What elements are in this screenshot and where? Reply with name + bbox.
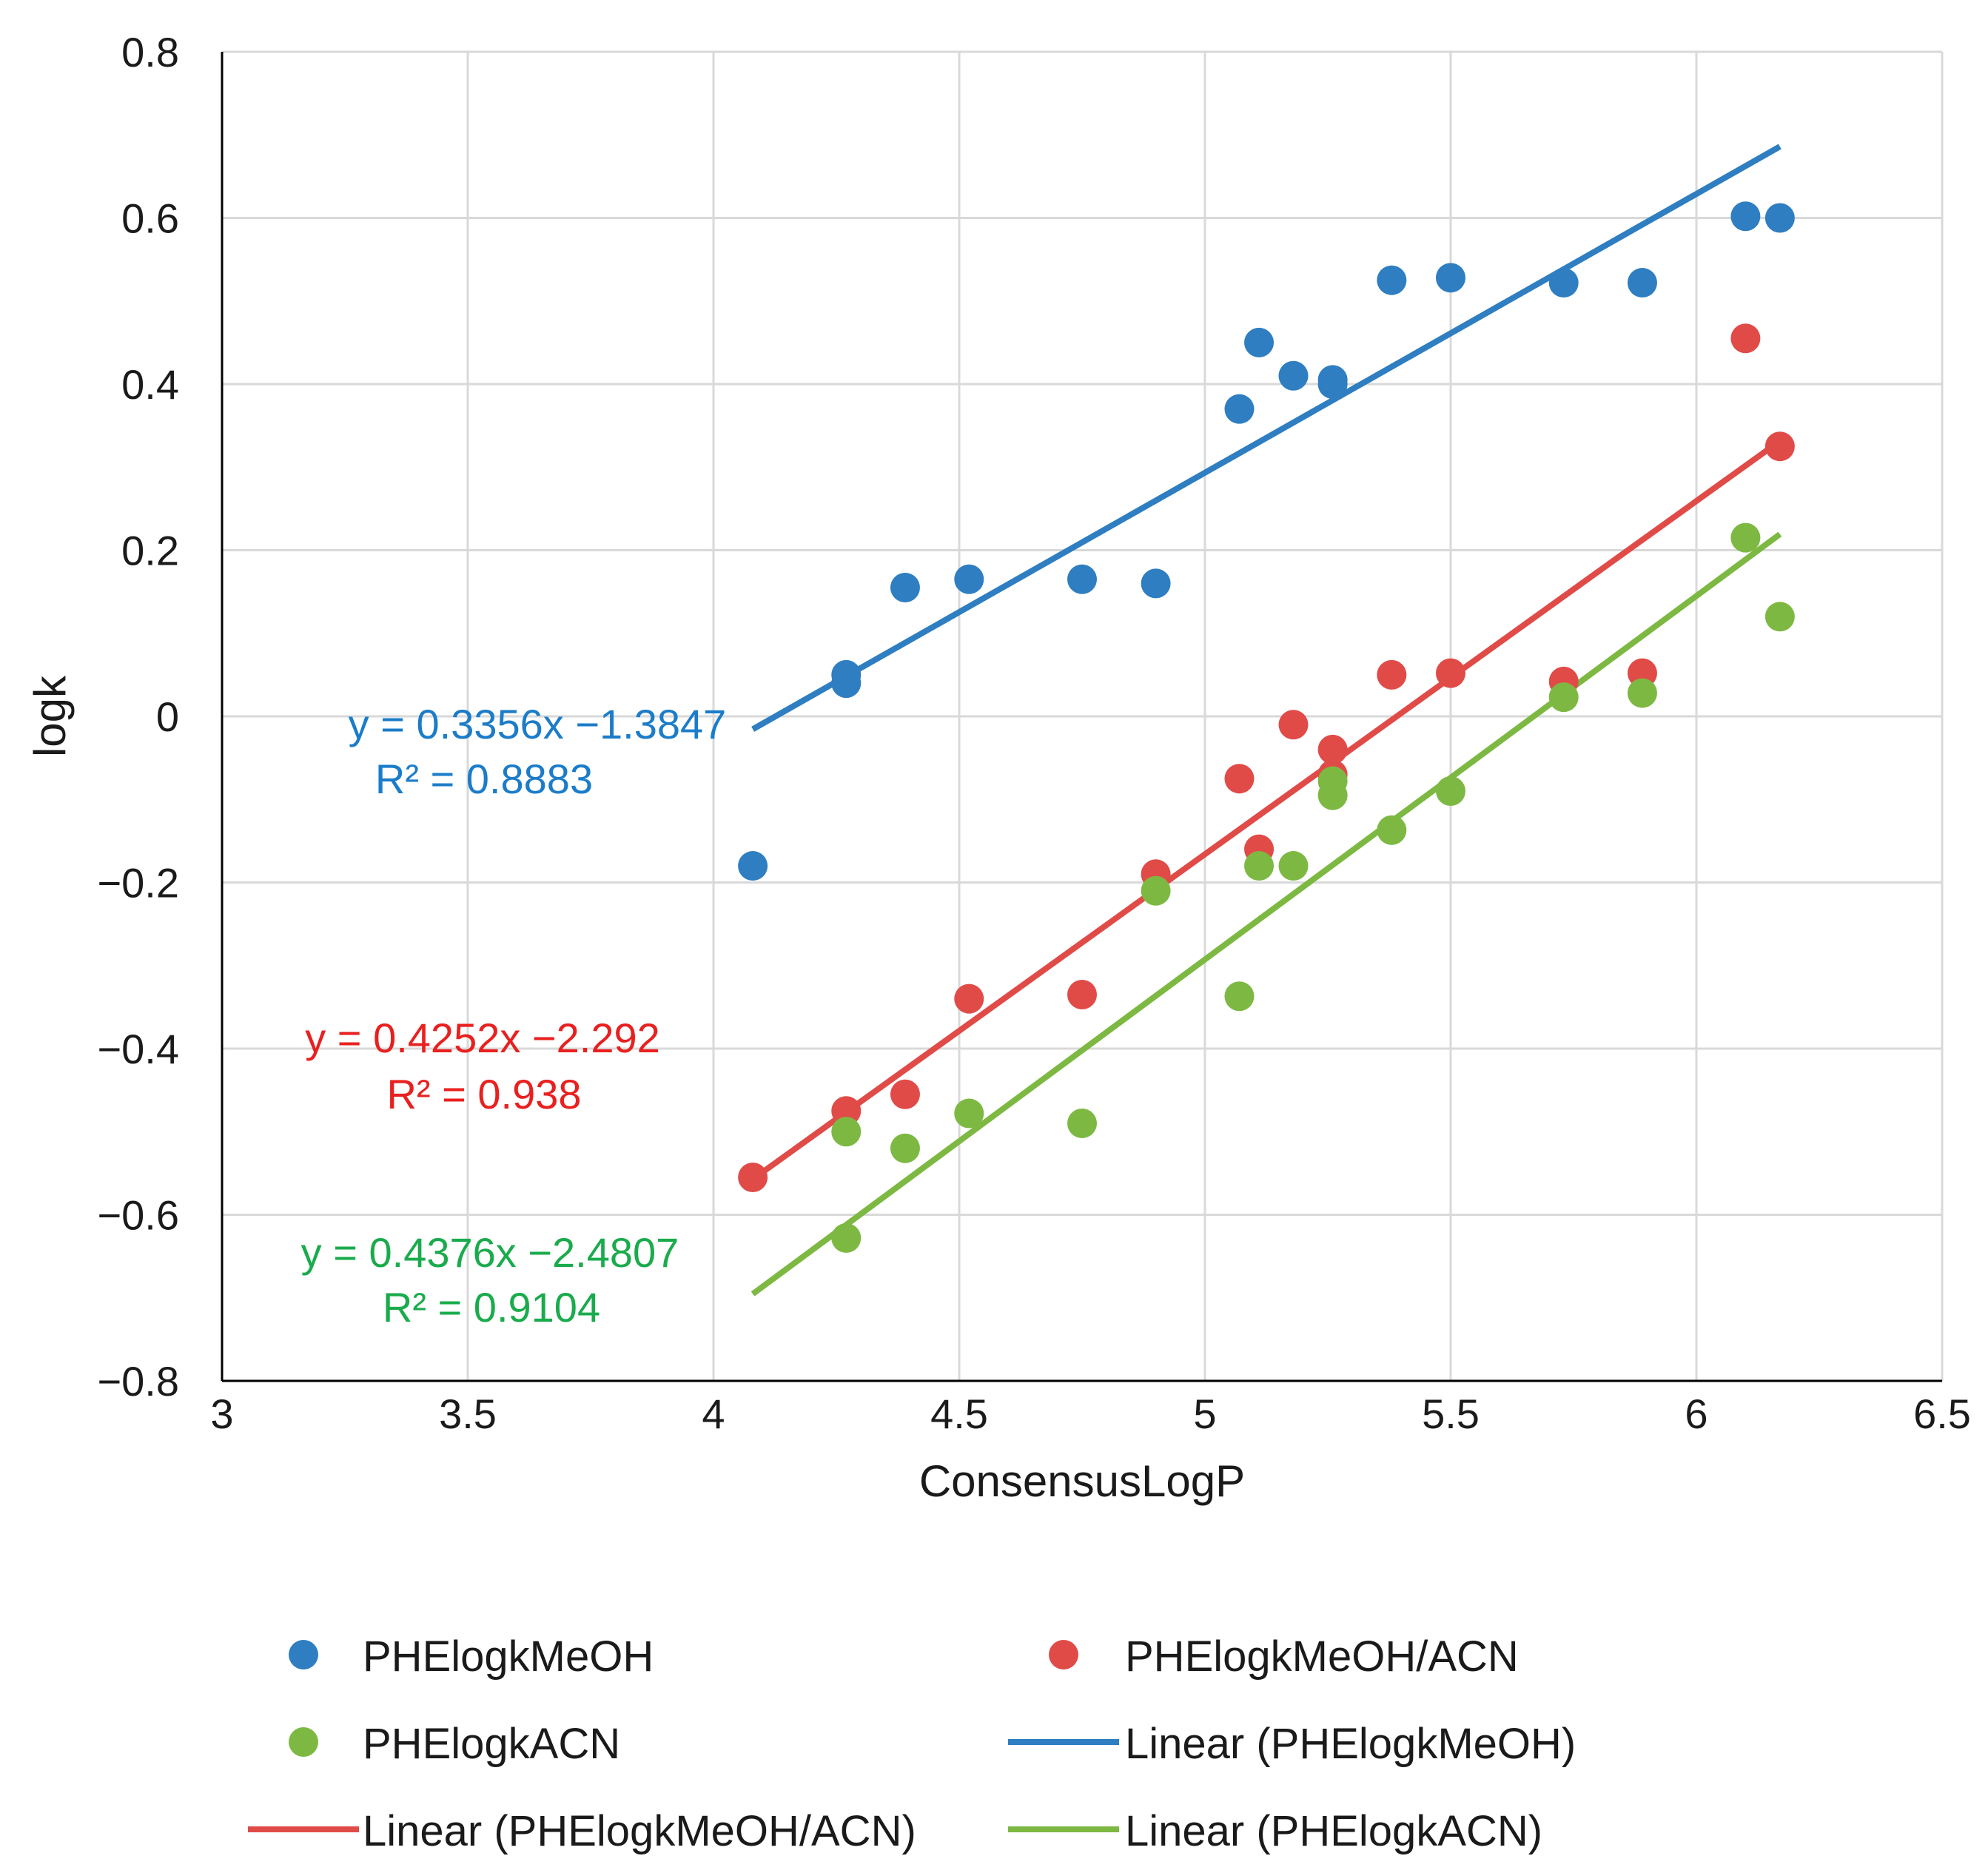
y-tick-label: −0.2 (97, 860, 179, 907)
trendline-linear-phelogkmeoh-acn (750, 438, 1782, 1182)
trendline-linear-phelogkmeoh (751, 144, 1782, 732)
point-phelogkmeoh-acn (1317, 734, 1348, 764)
point-phelogkacn (1627, 678, 1657, 708)
legend-label: PHElogkMeOH/ACN (1125, 1632, 1519, 1681)
legend-item-phelogkacn: PHElogkACN (289, 1720, 620, 1768)
point-phelogkacn (1244, 851, 1275, 881)
point-phelogkacn (1764, 602, 1795, 632)
y-tick-label: −0.4 (97, 1026, 179, 1072)
point-phelogkmeoh-acn (1067, 980, 1097, 1010)
y-tick-label: 0.2 (121, 528, 179, 574)
point-phelogkmeoh (831, 659, 862, 690)
legend-marker (1049, 1640, 1078, 1669)
point-phelogkmeoh-acn (1377, 659, 1407, 690)
point-phelogkmeoh-acn (1764, 431, 1795, 462)
point-phelogkmeoh-acn (1436, 658, 1465, 688)
data-points (738, 201, 1795, 1253)
point-phelogkacn (831, 1117, 862, 1147)
point-phelogkacn (1278, 851, 1309, 881)
point-phelogkmeoh (1627, 268, 1657, 298)
point-phelogkmeoh (1067, 564, 1097, 594)
equation-meoh-acn: y = 0.4252x −2.292 (305, 1015, 660, 1061)
x-tick-label: 3 (210, 1391, 233, 1437)
y-axis-label: logk (25, 675, 75, 757)
point-phelogkacn (1141, 875, 1171, 906)
y-tick-label: −0.6 (97, 1192, 179, 1239)
point-phelogkacn (1224, 981, 1255, 1012)
legend-marker (289, 1727, 318, 1757)
equation-acn: y = 0.4376x −2.4807 (301, 1229, 679, 1276)
y-tick-label: 0.6 (121, 195, 179, 242)
point-phelogkmeoh (738, 851, 768, 881)
point-phelogkacn (1436, 776, 1465, 807)
trendlines (750, 144, 1782, 1297)
y-tick-label: −0.8 (97, 1358, 179, 1405)
x-tick-label: 6 (1685, 1391, 1707, 1437)
y-tick-label: 0 (156, 693, 179, 740)
point-phelogkmeoh-acn (1278, 710, 1309, 740)
point-phelogkmeoh-acn (738, 1162, 768, 1192)
point-phelogkacn (1377, 815, 1407, 845)
legend-label: PHElogkACN (363, 1720, 620, 1768)
point-phelogkacn (954, 1098, 984, 1129)
point-phelogkmeoh (1764, 203, 1795, 233)
point-phelogkmeoh-acn (831, 1096, 862, 1126)
legend-label: Linear (PHElogkACN) (1125, 1807, 1542, 1855)
x-tick-label: 5 (1193, 1391, 1216, 1437)
legend-label: Linear (PHElogkMeOH/ACN) (363, 1807, 916, 1855)
x-tick-label: 5.5 (1422, 1391, 1480, 1437)
x-axis-label: ConsensusLogP (919, 1456, 1245, 1506)
legend: PHElogkMeOH PHElogkMeOH/ACN PHElogkACN Line… (248, 1632, 1576, 1855)
point-phelogkmeoh (1141, 568, 1171, 599)
point-phelogkmeoh (954, 564, 984, 594)
x-tick-labels: 3 3.5 4 4.5 5 5.5 6 6.5 (210, 1391, 1971, 1437)
point-phelogkmeoh (1224, 394, 1255, 424)
r2-meoh: R² = 0.8883 (375, 756, 593, 802)
r2-meoh-acn: R² = 0.938 (386, 1071, 581, 1117)
x-tick-label: 6.5 (1913, 1391, 1971, 1437)
axes (221, 52, 1942, 1382)
point-phelogkmeoh (1317, 365, 1348, 395)
y-tick-label: 0.4 (121, 361, 179, 408)
point-phelogkmeoh (1436, 263, 1465, 293)
point-phelogkmeoh (1548, 268, 1579, 298)
legend-item-linear-phelogkmeoh-acn: Linear (PHElogkMeOH/ACN) (248, 1807, 916, 1855)
legend-label: PHElogkMeOH (363, 1632, 654, 1681)
point-phelogkacn (1548, 682, 1579, 713)
legend-item-phelogkmeoh-acn: PHElogkMeOH/ACN (1049, 1632, 1519, 1681)
legend-item-linear-phelogkacn: Linear (PHElogkACN) (1008, 1807, 1542, 1855)
point-phelogkmeoh (1730, 201, 1761, 232)
point-phelogkacn (890, 1133, 920, 1163)
y-tick-label: 0.8 (121, 29, 179, 75)
point-phelogkmeoh (1377, 265, 1407, 295)
point-phelogkmeoh-acn (890, 1079, 920, 1109)
point-phelogkmeoh-acn (1224, 764, 1255, 794)
y-tick-labels: −0.8 −0.6 −0.4 −0.2 0 0.2 0.4 0.6 0.8 (97, 29, 179, 1405)
equation-meoh: y = 0.3356x −1.3847 (349, 701, 727, 747)
point-phelogkmeoh (1278, 360, 1309, 391)
point-phelogkacn (1730, 522, 1761, 553)
point-phelogkmeoh (1244, 327, 1275, 357)
point-phelogkacn (831, 1223, 862, 1253)
point-phelogkmeoh-acn (1730, 323, 1761, 354)
legend-item-linear-phelogkmeoh: Linear (PHElogkMeOH) (1008, 1720, 1576, 1768)
r2-acn: R² = 0.9104 (383, 1284, 600, 1331)
point-phelogkacn (1067, 1109, 1097, 1139)
x-tick-label: 4.5 (930, 1391, 988, 1437)
point-phelogkacn (1317, 766, 1348, 796)
x-tick-label: 4 (702, 1391, 725, 1437)
trendline-equations: y = 0.3356x −1.3847 R² = 0.8883 y = 0.42… (301, 701, 727, 1331)
legend-marker (289, 1640, 318, 1669)
x-tick-label: 3.5 (439, 1391, 497, 1437)
point-phelogkmeoh (890, 573, 920, 603)
trendline-linear-phelogkacn (750, 531, 1782, 1297)
legend-item-phelogkmeoh: PHElogkMeOH (289, 1632, 654, 1681)
point-phelogkmeoh-acn (954, 983, 984, 1014)
legend-label: Linear (PHElogkMeOH) (1125, 1720, 1576, 1768)
gridlines (222, 50, 1944, 1381)
